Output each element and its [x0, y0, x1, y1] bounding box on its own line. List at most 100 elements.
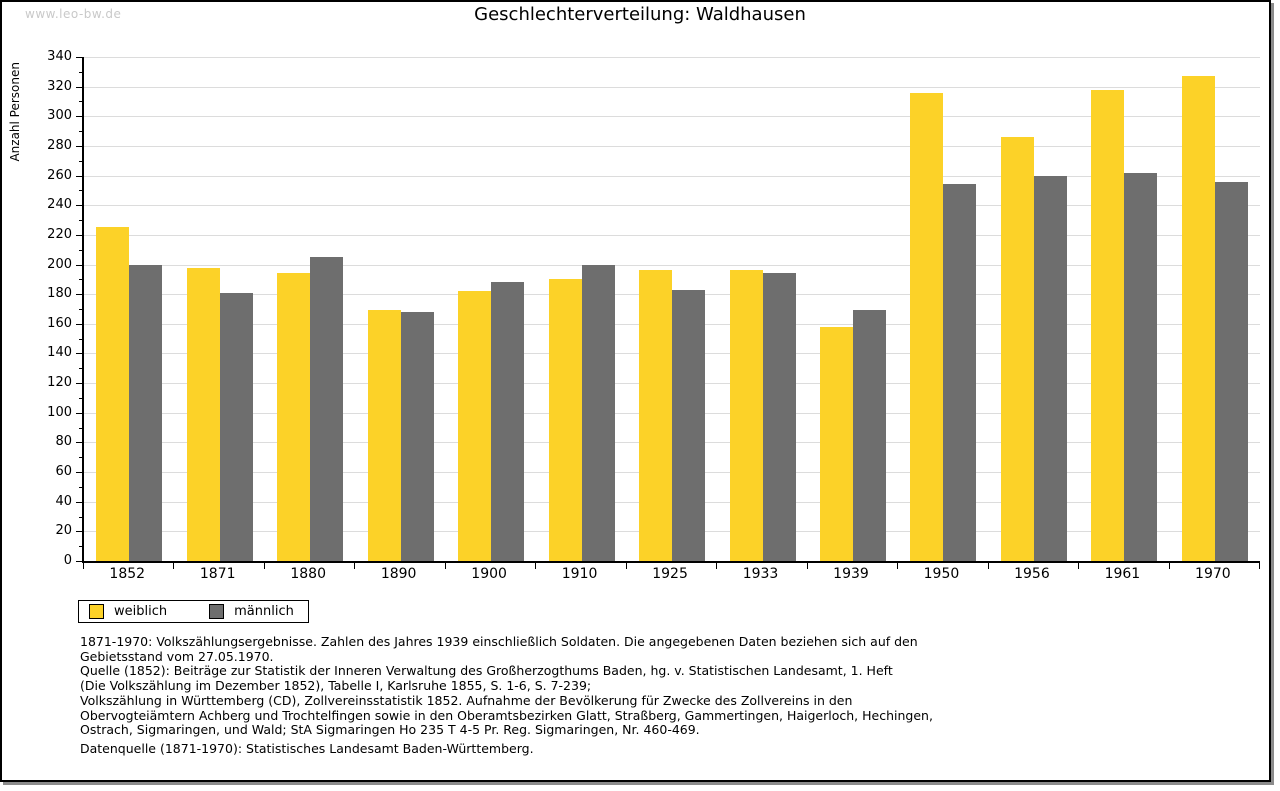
y-label-220: 220 [47, 226, 72, 242]
bar-weiblich-1871 [186, 267, 220, 561]
x-tick-0 [83, 563, 84, 569]
gridline-280 [84, 145, 1260, 147]
x-tick-3 [354, 563, 356, 569]
x-label-1925: 1925 [652, 566, 688, 582]
bar-group-1970 [1170, 57, 1260, 561]
x-label-1956: 1956 [1014, 566, 1050, 582]
y-label-340: 340 [47, 49, 72, 64]
y-tick-330 [79, 71, 82, 73]
y-tick-200 [76, 264, 82, 266]
bar-weiblich-1880 [277, 273, 311, 561]
bar-männlich-1939 [852, 310, 886, 561]
y-tick-50 [79, 486, 82, 488]
bar-weiblich-1890 [367, 310, 401, 561]
legend: weiblich männlich [78, 600, 309, 623]
bar-weiblich-1933 [729, 270, 763, 561]
x-tick-4 [444, 563, 446, 569]
y-tick-290 [79, 131, 82, 133]
y-label-160: 160 [47, 315, 72, 331]
x-axis-labels: 1852 1871 1880 1890 1900 1910 1925 1933 1939 1950… [82, 566, 1258, 582]
x-tick-13 [1259, 563, 1260, 569]
bar-männlich-1950 [943, 184, 977, 561]
footnote-line-6: Obervogteiämtern Achberg und Trochtelfin… [80, 707, 933, 723]
y-tick-110 [79, 397, 82, 399]
y-tick-210 [79, 249, 82, 251]
gridline-200 [84, 264, 1260, 266]
y-tick-60 [76, 472, 82, 474]
y-label-320: 320 [47, 78, 72, 94]
chart-title: Geschlechterverteilung: Waldhausen [474, 4, 806, 25]
legend-swatch-maennlich-icon [209, 604, 225, 619]
x-tick-10 [987, 563, 989, 569]
bars-layer [84, 57, 1260, 561]
y-tick-120 [76, 383, 82, 385]
y-label-20: 20 [55, 523, 72, 539]
bar-group-1890 [355, 57, 445, 561]
x-tick-5 [535, 563, 537, 569]
footnote-line-4: (Die Volkszählung im Dezember 1852), Tab… [80, 678, 592, 694]
bar-group-1910 [536, 57, 626, 561]
y-label-120: 120 [47, 375, 72, 391]
bar-weiblich-1956 [1000, 137, 1034, 561]
x-label-1933: 1933 [742, 566, 779, 582]
y-axis-title: Anzahl Personen [8, 62, 22, 162]
bar-weiblich-1961 [1091, 89, 1125, 561]
legend-swatch-weiblich-icon [89, 604, 104, 619]
bar-männlich-1910 [581, 264, 615, 561]
bar-männlich-1925 [672, 289, 706, 561]
y-tick-10 [79, 546, 82, 548]
y-tick-280 [76, 145, 82, 147]
legend-item-maennlich: männlich [209, 604, 294, 619]
gridline-220 [84, 234, 1260, 236]
x-label-1880: 1880 [290, 566, 326, 582]
bar-group-1925 [627, 57, 717, 561]
x-label-1871: 1871 [199, 566, 236, 582]
bar-männlich-1880 [310, 257, 344, 561]
bar-group-1871 [174, 57, 264, 561]
x-label-1961: 1961 [1104, 566, 1141, 582]
y-label-0: 0 [63, 553, 72, 568]
y-tick-190 [79, 279, 82, 281]
x-tick-7 [716, 563, 718, 569]
footnote-line-1: 1871-1970: Volkszählungsergebnisse. Zahl… [80, 634, 918, 649]
x-tick-9 [897, 563, 899, 569]
bar-männlich-1956 [1033, 175, 1067, 561]
y-label-100: 100 [47, 404, 72, 420]
x-label-1852: 1852 [109, 566, 146, 582]
gridline-260 [84, 175, 1260, 177]
y-tick-310 [79, 101, 82, 103]
watermark: www.leo-bw.de [25, 7, 122, 21]
bar-männlich-1852 [129, 264, 163, 561]
bar-group-1880 [265, 57, 355, 561]
x-tick-6 [625, 563, 627, 569]
bar-weiblich-1925 [639, 270, 673, 561]
bar-weiblich-1910 [548, 279, 582, 561]
gridline-240 [84, 205, 1260, 207]
y-tick-160 [76, 323, 82, 325]
bar-weiblich-1852 [96, 227, 130, 561]
y-label-60: 60 [55, 464, 72, 480]
y-tick-90 [79, 427, 82, 429]
y-tick-340 [76, 57, 82, 58]
y-tick-300 [76, 116, 82, 118]
y-tick-320 [76, 86, 82, 88]
y-tick-260 [76, 175, 82, 177]
y-tick-0 [76, 561, 82, 562]
y-label-200: 200 [47, 256, 72, 272]
x-tick-11 [1078, 563, 1080, 569]
bar-männlich-1933 [762, 273, 796, 561]
bar-weiblich-1900 [458, 291, 492, 561]
footnote-line-3: Quelle (1852): Beiträge zur Statistik de… [80, 663, 893, 679]
footnote-line-5: Volkszählung in Württemberg (CD), Zollve… [80, 692, 853, 708]
footnotes: 1871-1970: Volkszählungsergebnisse. Zahl… [80, 634, 1200, 738]
bar-männlich-1871 [219, 292, 253, 561]
bar-weiblich-1950 [910, 92, 944, 561]
y-tick-140 [76, 353, 82, 355]
bar-group-1961 [1079, 57, 1169, 561]
bar-männlich-1890 [400, 311, 434, 561]
y-label-40: 40 [55, 493, 72, 509]
y-tick-80 [76, 442, 82, 444]
x-label-1950: 1950 [923, 566, 960, 582]
gridline-320 [84, 86, 1260, 88]
